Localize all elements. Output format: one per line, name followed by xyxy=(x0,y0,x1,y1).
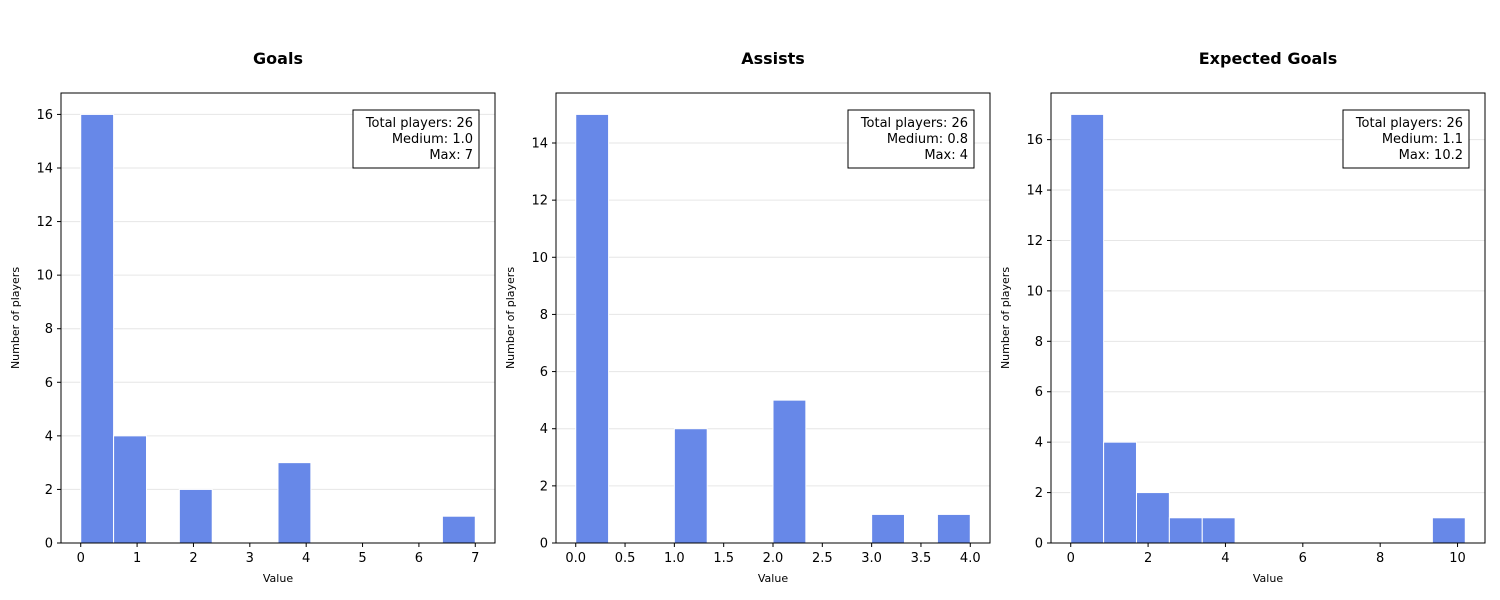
x-tick-label: 5 xyxy=(358,551,366,566)
stats-line: Medium: 0.8 xyxy=(887,132,968,147)
stats-line: Max: 10.2 xyxy=(1399,148,1463,163)
x-axis-label: Value xyxy=(1253,572,1283,585)
y-tick-label: 2 xyxy=(45,483,53,498)
chart-panel-2: 0.0 0.5 1.0 1.5 2.0 2.5 3.0 3.5 4.0 0 2 4 6 8 10 12 14 As… xyxy=(504,49,991,585)
stats-line: Total players: 26 xyxy=(1355,116,1463,131)
histogram-bar xyxy=(772,399,807,544)
y-tick-label: 10 xyxy=(36,269,53,284)
y-tick-label: 12 xyxy=(531,194,548,209)
y-tick-label: 4 xyxy=(540,422,548,437)
x-tick-label: 3 xyxy=(246,551,254,566)
x-tick-label: 0 xyxy=(1067,551,1075,566)
histogram-bar xyxy=(1431,517,1466,544)
chart-title: Assists xyxy=(741,49,805,68)
stats-line: Total players: 26 xyxy=(860,116,968,131)
y-tick-label: 16 xyxy=(36,108,53,123)
x-tick-label: 2 xyxy=(189,551,197,566)
y-tick-label: 0 xyxy=(540,537,548,552)
y-axis-label: Number of players xyxy=(504,267,517,369)
x-tick-label: 2.0 xyxy=(763,551,784,566)
x-tick-label: 1.0 xyxy=(664,551,685,566)
x-tick-label: 1 xyxy=(133,551,141,566)
y-tick-label: 16 xyxy=(1026,133,1043,148)
y-tick-label: 14 xyxy=(531,137,548,152)
y-tick-label: 10 xyxy=(531,251,548,266)
stats-line: Max: 4 xyxy=(924,148,968,163)
histogram-bar xyxy=(178,488,213,544)
chart-title: Expected Goals xyxy=(1199,49,1338,68)
x-tick-label: 4 xyxy=(302,551,310,566)
y-tick-label: 12 xyxy=(1026,234,1043,249)
y-tick-label: 12 xyxy=(36,215,53,230)
histogram-bar xyxy=(1201,517,1236,544)
x-tick-label: 0.5 xyxy=(615,551,636,566)
stats-line: Medium: 1.0 xyxy=(392,132,473,147)
stats-line: Medium: 1.1 xyxy=(1382,132,1463,147)
y-tick-label: 14 xyxy=(1026,184,1043,199)
stats-line: Total players: 26 xyxy=(365,116,473,131)
histogram-bar xyxy=(936,513,971,544)
stats-box-frame xyxy=(1342,109,1470,169)
y-tick-label: 6 xyxy=(540,365,548,380)
y-tick-label: 8 xyxy=(45,322,53,337)
x-tick-label: 6 xyxy=(1299,551,1307,566)
y-tick-label: 6 xyxy=(1035,385,1043,400)
histogram-bar xyxy=(1135,492,1170,544)
y-tick-label: 8 xyxy=(1035,335,1043,350)
y-axis-label: Number of players xyxy=(999,267,1012,369)
y-tick-label: 4 xyxy=(45,429,53,444)
histogram-bar xyxy=(1168,517,1203,544)
x-tick-label: 6 xyxy=(415,551,423,566)
x-tick-label: 0 xyxy=(77,551,85,566)
x-tick-label: 7 xyxy=(471,551,479,566)
x-tick-label: 4 xyxy=(1221,551,1229,566)
axes-frame xyxy=(60,92,496,544)
y-tick-label: 10 xyxy=(1026,284,1043,299)
y-tick-label: 6 xyxy=(45,376,53,391)
stats-box-frame xyxy=(847,109,975,169)
histogram-bar xyxy=(871,513,905,544)
chart-panel-3: 0 2 4 6 8 10 0 2 4 6 8 10 12 14 16 Expected Goals Value N… xyxy=(999,49,1486,585)
x-tick-label: 2.5 xyxy=(812,551,833,566)
histogram-bar xyxy=(673,428,708,544)
x-tick-label: 1.5 xyxy=(713,551,734,566)
stats-line: Max: 7 xyxy=(429,148,473,163)
x-tick-label: 2 xyxy=(1144,551,1152,566)
chart-title: Goals xyxy=(253,49,303,68)
histogram-bar xyxy=(277,462,312,544)
y-tick-label: 0 xyxy=(45,537,53,552)
x-tick-label: 4.0 xyxy=(960,551,981,566)
axes-frame xyxy=(1050,92,1486,544)
histogram-bar xyxy=(575,113,610,544)
stats-box-frame xyxy=(352,109,480,169)
y-tick-label: 4 xyxy=(1035,436,1043,451)
y-tick-label: 8 xyxy=(540,308,548,323)
x-tick-label: 0.0 xyxy=(565,551,586,566)
histogram-bar xyxy=(1103,441,1137,544)
x-tick-label: 10 xyxy=(1449,551,1466,566)
x-axis-label: Value xyxy=(758,572,788,585)
x-axis-label: Value xyxy=(263,572,293,585)
y-axis-label: Number of players xyxy=(9,267,22,369)
histogram-bar xyxy=(441,515,476,544)
y-tick-label: 14 xyxy=(36,162,53,177)
y-tick-label: 2 xyxy=(1035,486,1043,501)
y-tick-label: 2 xyxy=(540,479,548,494)
histogram-bar xyxy=(80,113,115,544)
x-tick-label: 3.5 xyxy=(911,551,932,566)
x-tick-label: 3.0 xyxy=(861,551,882,566)
histogram-bar xyxy=(1070,113,1105,544)
x-tick-label: 8 xyxy=(1376,551,1384,566)
histogram-bar xyxy=(113,435,148,544)
y-tick-label: 0 xyxy=(1035,537,1043,552)
